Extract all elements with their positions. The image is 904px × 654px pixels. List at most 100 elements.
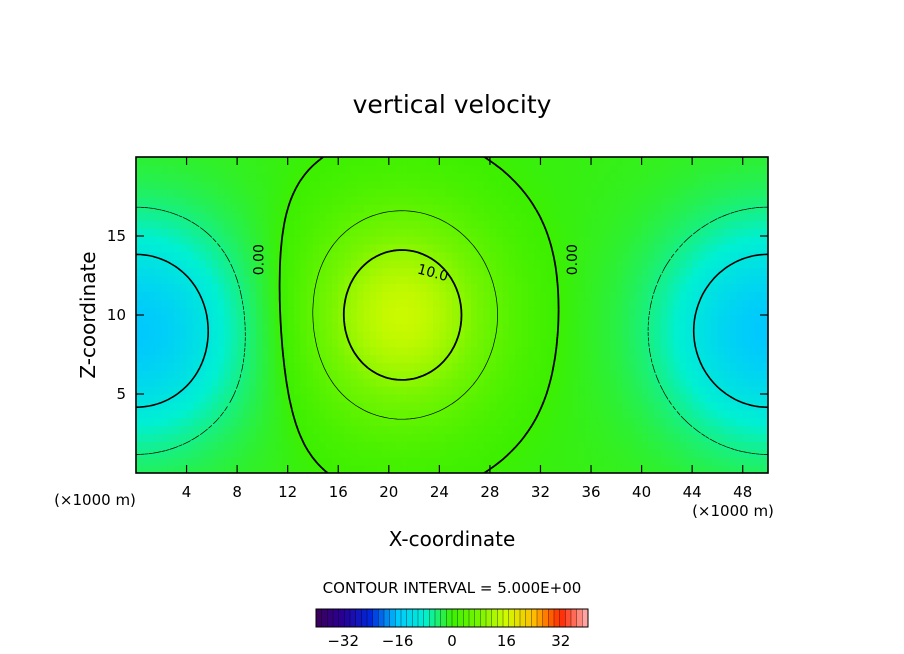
heatmap-cell (401, 196, 409, 205)
heatmap-cell (755, 330, 763, 340)
heatmap-cell (749, 299, 756, 308)
heatmap-cell (578, 251, 586, 261)
heatmap-cell (275, 401, 282, 411)
heatmap-cell (572, 172, 579, 182)
heatmap-cell (502, 346, 510, 356)
heatmap-cell (300, 267, 308, 277)
heatmap-cell (256, 457, 263, 466)
heatmap-cell (230, 394, 238, 403)
heatmap-cell (736, 386, 744, 395)
heatmap-cell (730, 370, 737, 379)
heatmap-cell (458, 164, 466, 174)
heatmap-cell (136, 370, 143, 379)
heatmap-cell (553, 212, 561, 221)
heatmap-cell (262, 441, 270, 450)
heatmap-cell (180, 401, 188, 411)
heatmap-cell (483, 236, 491, 245)
heatmap-cell (502, 401, 510, 411)
heatmap-cell (192, 378, 200, 387)
heatmap-cell (199, 212, 207, 221)
heatmap-cell (736, 465, 744, 473)
heatmap-cell (445, 299, 453, 308)
heatmap-cell (376, 196, 384, 205)
heatmap-cell (281, 164, 289, 174)
heatmap-cell (237, 417, 245, 427)
heatmap-cell (306, 196, 314, 205)
heatmap-cell (730, 180, 737, 190)
heatmap-cell (622, 180, 630, 190)
heatmap-cell (679, 465, 687, 473)
heatmap-cell (312, 370, 320, 379)
heatmap-cell (161, 243, 169, 253)
heatmap-cell (243, 330, 251, 340)
heatmap-cell (591, 330, 598, 340)
heatmap-cell (294, 212, 301, 221)
colorbar-cell (491, 609, 498, 627)
heatmap-cell (331, 386, 339, 395)
heatmap-cell (730, 330, 737, 340)
heatmap-cell (755, 212, 763, 221)
heatmap-cell (603, 283, 611, 292)
heatmap-cell (610, 449, 617, 458)
heatmap-cell (224, 291, 232, 300)
heatmap-cell (730, 291, 737, 300)
heatmap-cell (268, 449, 276, 458)
heatmap-cell (704, 362, 712, 371)
heatmap-cell (761, 180, 768, 190)
heatmap-cell (565, 251, 573, 261)
heatmap-cell (382, 409, 390, 419)
heatmap-cell (521, 267, 529, 277)
heatmap-cell (376, 188, 384, 198)
heatmap-cell (243, 417, 251, 427)
heatmap-cell (154, 409, 162, 419)
heatmap-cell (534, 243, 542, 253)
heatmap-cell (224, 315, 232, 324)
heatmap-cell (610, 220, 617, 229)
heatmap-cell (704, 299, 712, 308)
heatmap-cell (268, 433, 276, 442)
heatmap-cell (464, 212, 472, 221)
heatmap-cell (628, 212, 636, 221)
heatmap-cell (654, 378, 662, 387)
heatmap-cell (230, 354, 238, 363)
heatmap-cell (502, 378, 510, 387)
heatmap-cell (502, 196, 510, 205)
heatmap-cell (224, 465, 232, 473)
heatmap-cell (464, 164, 472, 174)
heatmap-cell (616, 338, 624, 348)
heatmap-cell (540, 322, 548, 332)
heatmap-cell (388, 196, 396, 205)
heatmap-cell (445, 338, 453, 348)
heatmap-cell (603, 378, 611, 387)
heatmap-cell (730, 315, 737, 324)
heatmap-cell (388, 172, 396, 182)
heatmap-cell (344, 354, 352, 363)
heatmap-cell (262, 465, 270, 473)
heatmap-cell (647, 196, 655, 205)
heatmap-cell (534, 275, 542, 284)
heatmap-cell (401, 425, 409, 435)
heatmap-cell (312, 449, 320, 458)
heatmap-cell (622, 354, 630, 363)
heatmap-cell (616, 425, 624, 435)
heatmap-cell (433, 212, 440, 221)
heatmap-cell (711, 180, 719, 190)
heatmap-cell (401, 370, 409, 379)
heatmap-cell (692, 164, 700, 174)
heatmap-cell (553, 299, 561, 308)
heatmap-cell (186, 228, 194, 237)
heatmap-cell (692, 157, 700, 166)
heatmap-cell (704, 378, 712, 387)
heatmap-cell (249, 425, 257, 435)
colorbar-cell (474, 609, 481, 627)
heatmap-cell (357, 441, 365, 450)
heatmap-cell (249, 220, 257, 229)
heatmap-cell (249, 164, 257, 174)
heatmap-cell (628, 275, 636, 284)
heatmap-cell (711, 354, 719, 363)
heatmap-cell (161, 275, 169, 284)
heatmap-cell (344, 409, 352, 419)
heatmap-cell (186, 307, 194, 316)
heatmap-cell (534, 338, 542, 348)
heatmap-cell (610, 291, 617, 300)
